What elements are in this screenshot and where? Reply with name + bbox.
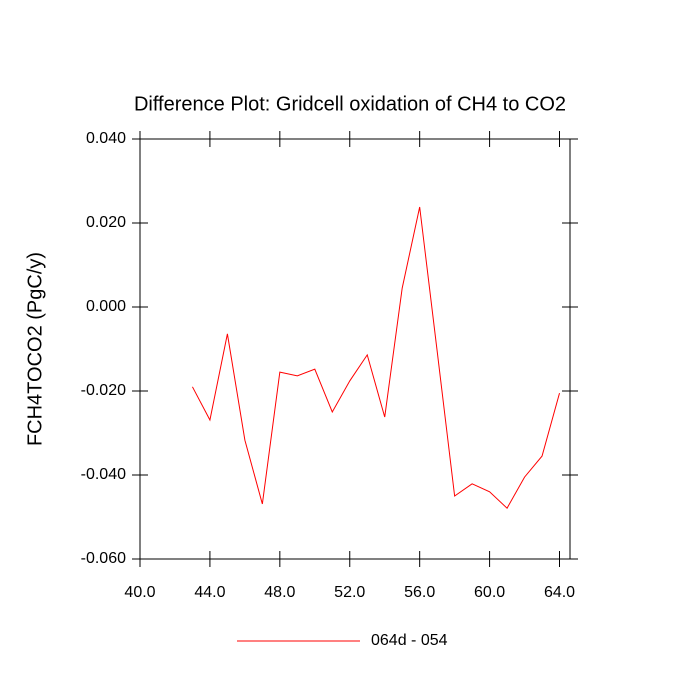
x-tick-label: 60.0 (474, 584, 505, 601)
y-tick-label: -0.040 (81, 466, 126, 483)
x-tick-label: 64.0 (544, 584, 575, 601)
x-tick-label: 52.0 (334, 584, 365, 601)
chart-title: Difference Plot: Gridcell oxidation of C… (134, 93, 566, 115)
x-tick-label: 56.0 (404, 584, 435, 601)
y-tick-label: -0.020 (81, 382, 126, 399)
plot-frame (139, 138, 571, 560)
y-axis-label: FCH4TOCO2 (PgC/y) (24, 252, 46, 446)
y-tick-label: 0.000 (86, 298, 126, 315)
y-tick-label: 0.040 (86, 130, 126, 147)
data-line (191, 206, 560, 509)
x-tick-label: 40.0 (124, 584, 155, 601)
legend-label: 064d - 054 (371, 632, 448, 649)
x-tick-label: 48.0 (264, 584, 295, 601)
x-tick-label: 44.0 (194, 584, 225, 601)
y-tick-label: -0.060 (81, 550, 126, 567)
y-tick-label: 0.020 (86, 214, 126, 231)
